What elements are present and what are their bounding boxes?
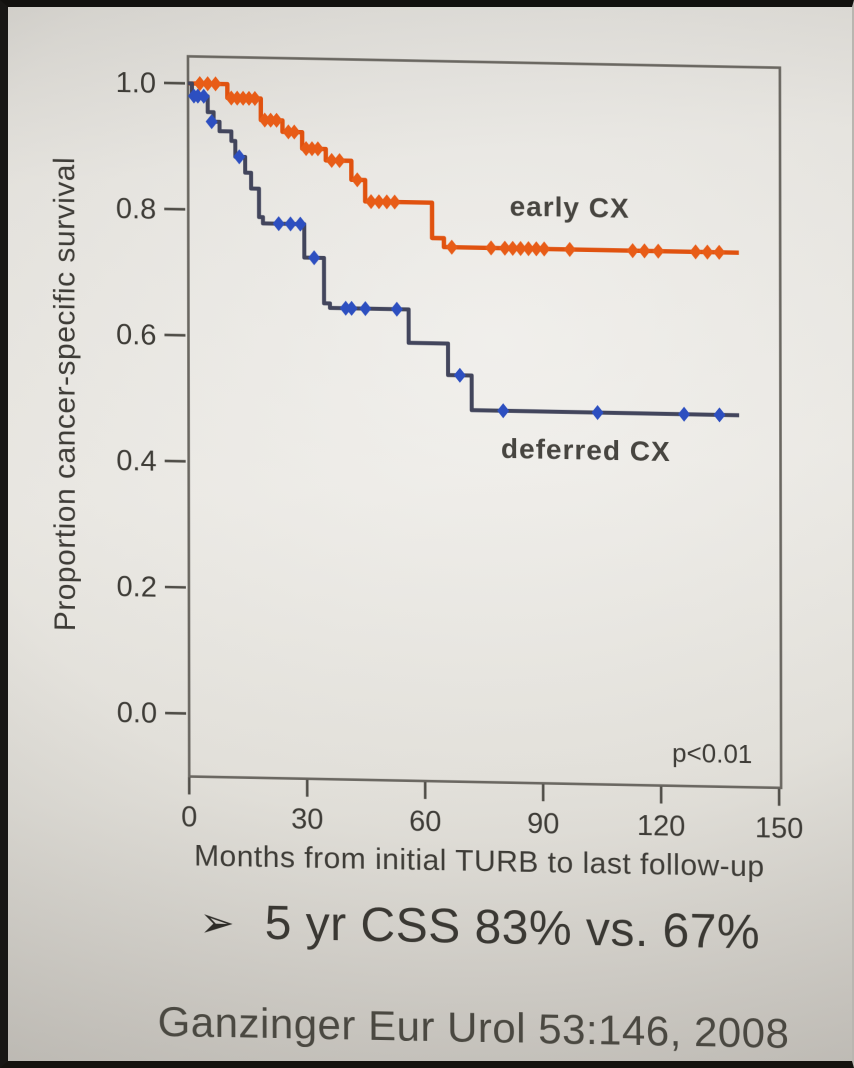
y-tick-label: 0.2 xyxy=(117,571,157,604)
x-tick-label: 150 xyxy=(755,812,803,845)
y-tick-label: 0.0 xyxy=(117,697,157,730)
censor-mark-deferred-cx xyxy=(294,216,307,232)
x-axis-title: Months from initial TURB to last follow-… xyxy=(194,840,765,884)
censor-mark-deferred-cx xyxy=(284,216,297,232)
slide-content: 1.0 0.8 0.6 0.4 0.2 0.0 0 30 60 90 120 150 Months fr… xyxy=(8,7,852,1061)
censor-mark-early-cx xyxy=(701,244,714,260)
censor-mark-deferred-cx xyxy=(453,367,466,383)
censor-mark-early-cx xyxy=(445,239,458,255)
citation-text: Ganzinger Eur Urol 53:146, 2008 xyxy=(157,997,790,1058)
censor-mark-early-cx xyxy=(351,172,364,188)
x-tick-label: 30 xyxy=(291,803,323,836)
series-label-deferred-cx: deferred CX xyxy=(501,433,671,467)
series-label-early-cx: early CX xyxy=(510,191,630,224)
y-axis-title: Proportion cancer-specific survival xyxy=(48,157,82,632)
x-tick-label: 60 xyxy=(409,806,441,839)
series-line-early-cx xyxy=(188,81,739,255)
y-tick-label: 1.0 xyxy=(116,67,156,100)
censor-mark-deferred-cx xyxy=(359,301,372,317)
censor-mark-deferred-cx xyxy=(233,149,246,165)
censor-mark-early-cx xyxy=(270,112,283,128)
censor-mark-early-cx xyxy=(325,152,338,168)
summary-bullet: ➢ 5 yr CSS 83% vs. 67% xyxy=(199,897,760,961)
censor-mark-early-cx xyxy=(372,194,385,210)
censor-mark-early-cx xyxy=(365,194,378,210)
censor-mark-early-cx xyxy=(209,76,222,92)
y-tick-label: 0.6 xyxy=(116,319,156,352)
censor-mark-early-cx xyxy=(485,240,498,256)
censor-mark-deferred-cx xyxy=(197,88,210,104)
censor-mark-deferred-cx xyxy=(272,216,285,232)
censor-mark-early-cx xyxy=(689,244,702,260)
censor-mark-early-cx xyxy=(193,76,206,92)
censor-mark-early-cx xyxy=(506,240,519,256)
x-tick-label: 0 xyxy=(181,801,197,833)
censor-mark-early-cx xyxy=(626,243,639,259)
p-value-annotation: p<0.01 xyxy=(672,738,752,770)
y-tick-label: 0.8 xyxy=(116,193,156,226)
censor-mark-deferred-cx xyxy=(308,250,321,266)
censor-mark-early-cx xyxy=(248,90,261,106)
censor-mark-early-cx xyxy=(288,124,301,140)
censor-mark-deferred-cx xyxy=(678,406,691,422)
censor-mark-early-cx xyxy=(311,141,324,157)
censor-mark-deferred-cx xyxy=(591,405,604,421)
censor-mark-deferred-cx xyxy=(390,301,403,317)
censor-mark-early-cx xyxy=(388,194,401,210)
censor-mark-early-cx xyxy=(380,194,393,210)
x-tick-label: 120 xyxy=(637,810,685,843)
summary-text: 5 yr CSS 83% vs. 67% xyxy=(264,896,761,960)
x-tick-label: 90 xyxy=(527,808,559,841)
censor-mark-deferred-cx xyxy=(497,403,510,419)
plot-frame xyxy=(186,55,783,790)
censor-mark-early-cx xyxy=(652,243,665,259)
censor-mark-early-cx xyxy=(713,244,726,260)
censor-mark-early-cx xyxy=(333,153,346,169)
censor-mark-early-cx xyxy=(498,240,511,256)
censor-mark-deferred-cx xyxy=(205,114,218,130)
censor-mark-early-cx xyxy=(538,241,551,257)
censor-mark-early-cx xyxy=(514,241,527,257)
arrow-bullet-icon: ➢ xyxy=(199,899,235,947)
censor-mark-early-cx xyxy=(530,241,543,257)
censor-mark-early-cx xyxy=(638,243,651,259)
censor-mark-early-cx xyxy=(201,76,214,92)
censor-mark-deferred-cx xyxy=(713,407,726,423)
censor-mark-early-cx xyxy=(563,241,576,257)
censor-mark-deferred-cx xyxy=(345,300,358,316)
y-tick-label: 0.4 xyxy=(116,445,156,478)
censor-mark-early-cx xyxy=(522,241,535,257)
